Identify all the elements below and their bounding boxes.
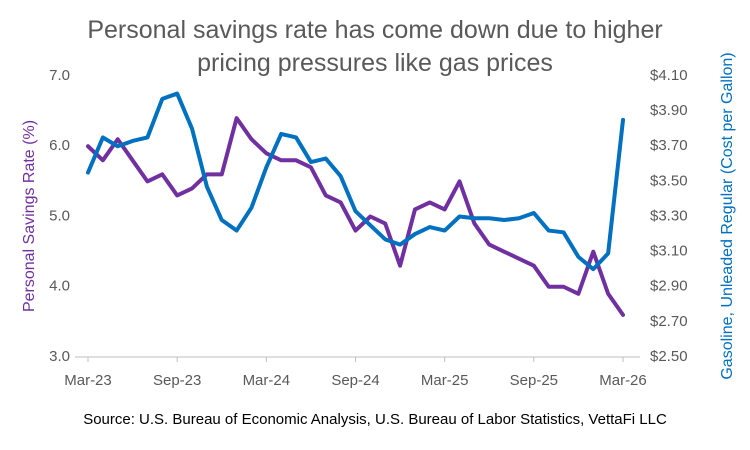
y-tick-label: 5.0 [49, 207, 70, 224]
y-tick-label: 7.0 [49, 67, 70, 84]
y2-tick-label: $2.70 [650, 313, 688, 330]
x-tick-label: Sep-24 [331, 372, 379, 389]
y2-tick-label: $3.50 [650, 172, 688, 189]
y2-tick-label: $3.30 [650, 207, 688, 224]
chart-title: Personal savings rate has come down due … [87, 16, 663, 77]
y2-tick-label: $2.90 [650, 278, 688, 295]
y-tick-label: 4.0 [49, 278, 70, 295]
source-note: Source: U.S. Bureau of Economic Analysis… [83, 411, 667, 428]
y2-tick-label: $3.90 [650, 102, 688, 119]
y2-tick-label: $4.10 [650, 67, 688, 84]
y-tick-label: 3.0 [49, 348, 70, 365]
series-line [86, 91, 625, 272]
y2-tick-label: $2.50 [650, 348, 688, 365]
y-tick-label: 6.0 [49, 137, 70, 154]
y-axis-title: Personal Savings Rate (%) [21, 120, 38, 312]
x-tick-label: Sep-25 [510, 372, 558, 389]
y2-tick-label: $3.70 [650, 137, 688, 154]
x-tick-label: Sep-23 [153, 372, 201, 389]
series-line [86, 116, 625, 317]
x-tick-label: Mar-26 [599, 372, 647, 389]
x-tick-label: Mar-25 [421, 372, 469, 389]
x-tick-label: Mar-24 [243, 372, 291, 389]
x-tick-label: Mar-23 [64, 372, 112, 389]
y2-axis-title: Gasoline, Unleaded Regular (Cost per Gal… [719, 52, 736, 379]
y2-tick-label: $3.10 [650, 243, 688, 260]
